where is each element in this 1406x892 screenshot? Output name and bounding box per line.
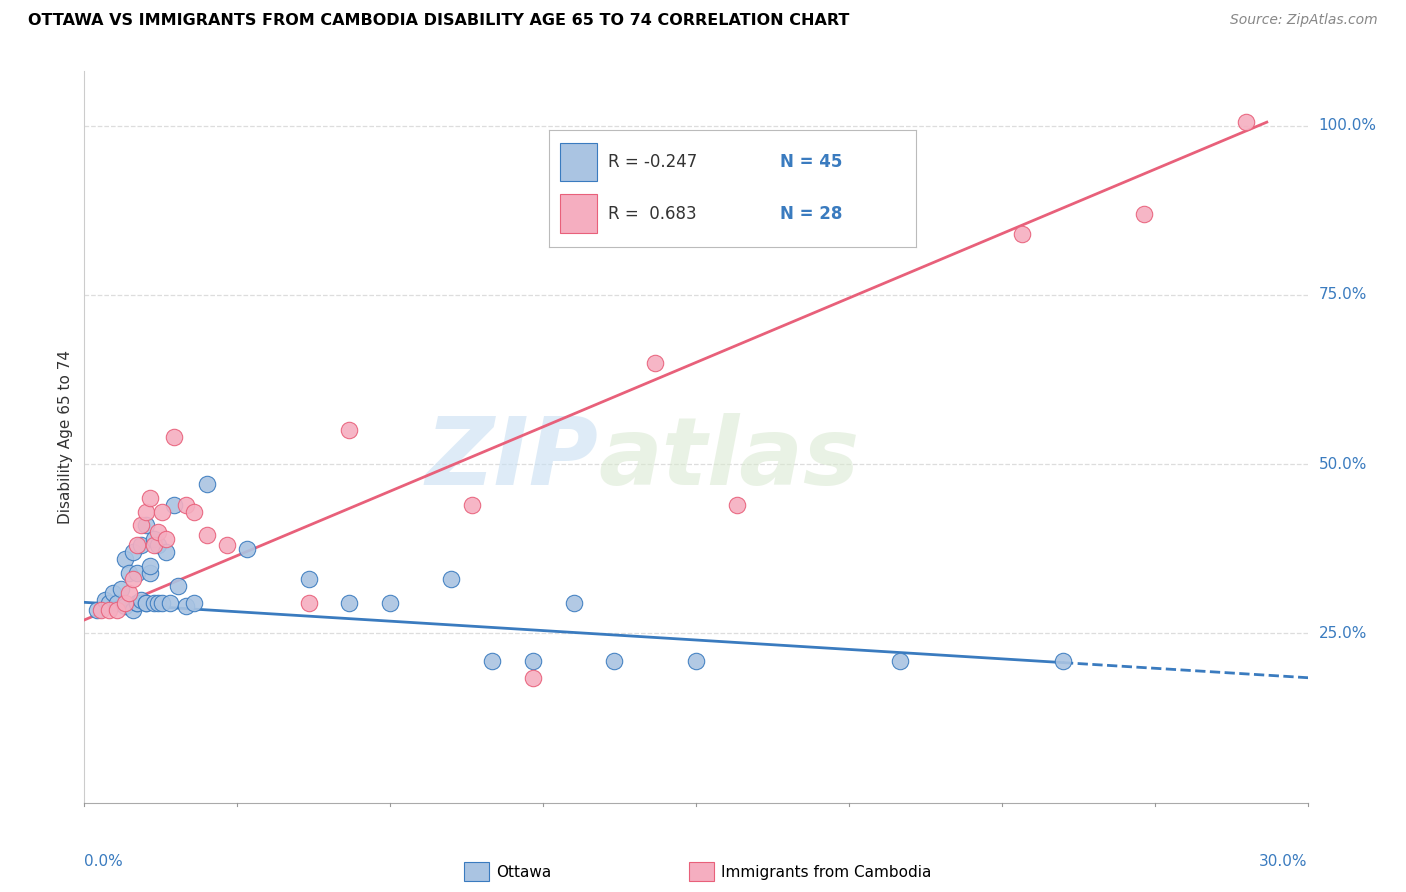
Text: 30.0%: 30.0% xyxy=(1260,854,1308,869)
FancyBboxPatch shape xyxy=(560,143,598,181)
Point xyxy=(461,498,484,512)
Point xyxy=(440,572,463,586)
Point xyxy=(481,654,503,668)
Point xyxy=(685,654,707,668)
Point xyxy=(183,596,205,610)
Point xyxy=(142,596,165,610)
Point xyxy=(127,596,149,610)
Point xyxy=(603,654,626,668)
Text: ZIP: ZIP xyxy=(425,413,598,505)
Point xyxy=(93,592,115,607)
Text: Source: ZipAtlas.com: Source: ZipAtlas.com xyxy=(1230,13,1378,28)
Point xyxy=(183,505,205,519)
Point xyxy=(135,505,157,519)
Point xyxy=(522,654,544,668)
Text: N = 45: N = 45 xyxy=(780,153,842,171)
Point xyxy=(1052,654,1074,668)
Point xyxy=(122,572,145,586)
Point xyxy=(122,545,145,559)
Point xyxy=(101,586,124,600)
Point xyxy=(86,603,108,617)
Text: OTTAWA VS IMMIGRANTS FROM CAMBODIA DISABILITY AGE 65 TO 74 CORRELATION CHART: OTTAWA VS IMMIGRANTS FROM CAMBODIA DISAB… xyxy=(28,13,849,29)
Point xyxy=(298,572,321,586)
Point xyxy=(339,596,360,610)
Point xyxy=(118,586,141,600)
Text: 50.0%: 50.0% xyxy=(1319,457,1367,472)
Point xyxy=(146,538,169,552)
Point xyxy=(142,532,165,546)
Point xyxy=(105,596,128,610)
Point xyxy=(1234,115,1257,129)
FancyBboxPatch shape xyxy=(560,194,598,233)
Point xyxy=(127,566,149,580)
Point xyxy=(135,596,157,610)
Point xyxy=(155,532,177,546)
Point xyxy=(97,596,120,610)
Point xyxy=(159,596,181,610)
Text: R =  0.683: R = 0.683 xyxy=(607,204,696,222)
Point xyxy=(122,603,145,617)
Point xyxy=(562,596,585,610)
Point xyxy=(195,477,218,491)
Y-axis label: Disability Age 65 to 74: Disability Age 65 to 74 xyxy=(58,350,73,524)
Point xyxy=(163,498,186,512)
Point xyxy=(97,603,120,617)
Point xyxy=(138,566,160,580)
Point xyxy=(217,538,239,552)
Point xyxy=(155,545,177,559)
Point xyxy=(298,596,321,610)
Point xyxy=(150,505,173,519)
Point xyxy=(1133,206,1156,220)
Point xyxy=(110,582,132,597)
Point xyxy=(195,528,218,542)
Point xyxy=(1011,227,1033,241)
Point xyxy=(150,596,173,610)
Point xyxy=(105,603,128,617)
Point xyxy=(131,518,153,533)
Point xyxy=(644,355,666,369)
Text: Ottawa: Ottawa xyxy=(496,865,551,880)
Point xyxy=(146,596,169,610)
Point xyxy=(114,599,136,614)
Point xyxy=(127,538,149,552)
Point xyxy=(135,518,157,533)
Text: Immigrants from Cambodia: Immigrants from Cambodia xyxy=(721,865,932,880)
Point xyxy=(174,599,197,614)
Text: 75.0%: 75.0% xyxy=(1319,287,1367,302)
Point xyxy=(138,558,160,573)
Text: N = 28: N = 28 xyxy=(780,204,842,222)
Point xyxy=(167,579,190,593)
Text: 0.0%: 0.0% xyxy=(84,854,124,869)
Point xyxy=(127,596,149,610)
Point xyxy=(339,423,360,437)
Point xyxy=(131,538,153,552)
Point xyxy=(522,671,544,685)
Point xyxy=(135,596,157,610)
Point xyxy=(146,524,169,539)
Text: 25.0%: 25.0% xyxy=(1319,626,1367,641)
Point xyxy=(90,603,112,617)
Point xyxy=(138,491,160,505)
Point xyxy=(131,592,153,607)
Point xyxy=(114,552,136,566)
Point xyxy=(118,566,141,580)
Text: R = -0.247: R = -0.247 xyxy=(607,153,697,171)
Point xyxy=(114,596,136,610)
Point xyxy=(380,596,402,610)
Text: 100.0%: 100.0% xyxy=(1319,118,1376,133)
Point xyxy=(163,430,186,444)
Point xyxy=(725,498,748,512)
Point xyxy=(142,538,165,552)
Point xyxy=(889,654,911,668)
Text: atlas: atlas xyxy=(598,413,859,505)
Point xyxy=(236,541,259,556)
Point xyxy=(174,498,197,512)
